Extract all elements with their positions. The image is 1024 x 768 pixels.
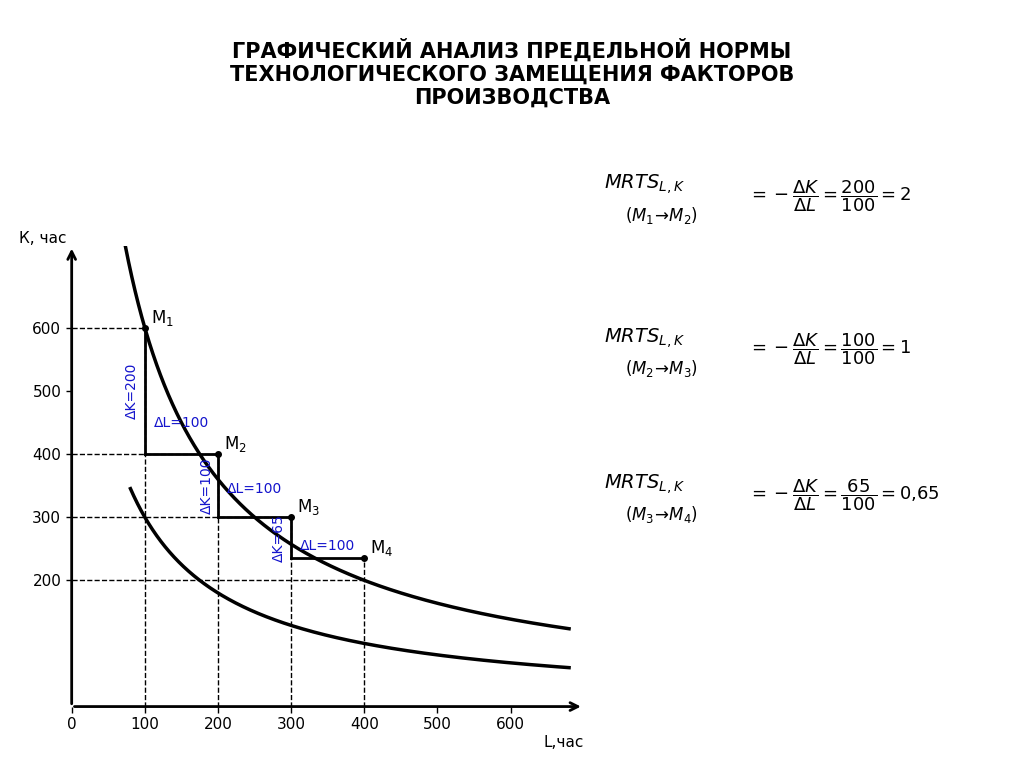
- Text: М$_2$: М$_2$: [224, 434, 247, 454]
- Text: ГРАФИЧЕСКИЙ АНАЛИЗ ПРЕДЕЛЬНОЙ НОРМЫ
ТЕХНОЛОГИЧЕСКОГО ЗАМЕЩЕНИЯ ФАКТОРОВ
ПРОИЗВОД: ГРАФИЧЕСКИЙ АНАЛИЗ ПРЕДЕЛЬНОЙ НОРМЫ ТЕХН…: [229, 38, 795, 108]
- Text: ΔL=100: ΔL=100: [227, 482, 283, 496]
- Text: ΔK=200: ΔK=200: [125, 362, 138, 419]
- Text: $= -\dfrac{\Delta K}{\Delta L} = \dfrac{200}{100} = 2$: $= -\dfrac{\Delta K}{\Delta L} = \dfrac{…: [748, 178, 910, 214]
- Text: М$_4$: М$_4$: [370, 538, 393, 558]
- Text: ΔL=100: ΔL=100: [300, 538, 355, 553]
- Text: $= -\dfrac{\Delta K}{\Delta L} = \dfrac{100}{100} = 1$: $= -\dfrac{\Delta K}{\Delta L} = \dfrac{…: [748, 332, 910, 367]
- Text: $\mathit{MRTS}_{L,K}$: $\mathit{MRTS}_{L,K}$: [604, 472, 685, 496]
- Text: $= -\dfrac{\Delta K}{\Delta L} = \dfrac{65}{100} = 0{,}65$: $= -\dfrac{\Delta K}{\Delta L} = \dfrac{…: [748, 478, 939, 513]
- Text: ΔL=100: ΔL=100: [154, 415, 209, 429]
- Text: ΔK=100: ΔK=100: [200, 458, 214, 514]
- Text: $\mathit{MRTS}_{L,K}$: $\mathit{MRTS}_{L,K}$: [604, 326, 685, 350]
- Text: $(\mathit{M}_1\!\rightarrow\!\mathit{M}_2)$: $(\mathit{M}_1\!\rightarrow\!\mathit{M}_…: [625, 204, 697, 226]
- Text: ΔK=65: ΔK=65: [271, 514, 286, 561]
- Text: М$_1$: М$_1$: [151, 308, 174, 328]
- Text: $(\mathit{M}_3\!\rightarrow\!\mathit{M}_4)$: $(\mathit{M}_3\!\rightarrow\!\mathit{M}_…: [625, 504, 697, 525]
- Text: L,час: L,час: [544, 735, 584, 750]
- Text: М$_3$: М$_3$: [297, 497, 319, 517]
- Text: $\mathit{MRTS}_{L,K}$: $\mathit{MRTS}_{L,K}$: [604, 172, 685, 197]
- Text: $(\mathit{M}_2\!\rightarrow\!\mathit{M}_3)$: $(\mathit{M}_2\!\rightarrow\!\mathit{M}_…: [625, 358, 697, 379]
- Text: К, час: К, час: [18, 230, 67, 246]
